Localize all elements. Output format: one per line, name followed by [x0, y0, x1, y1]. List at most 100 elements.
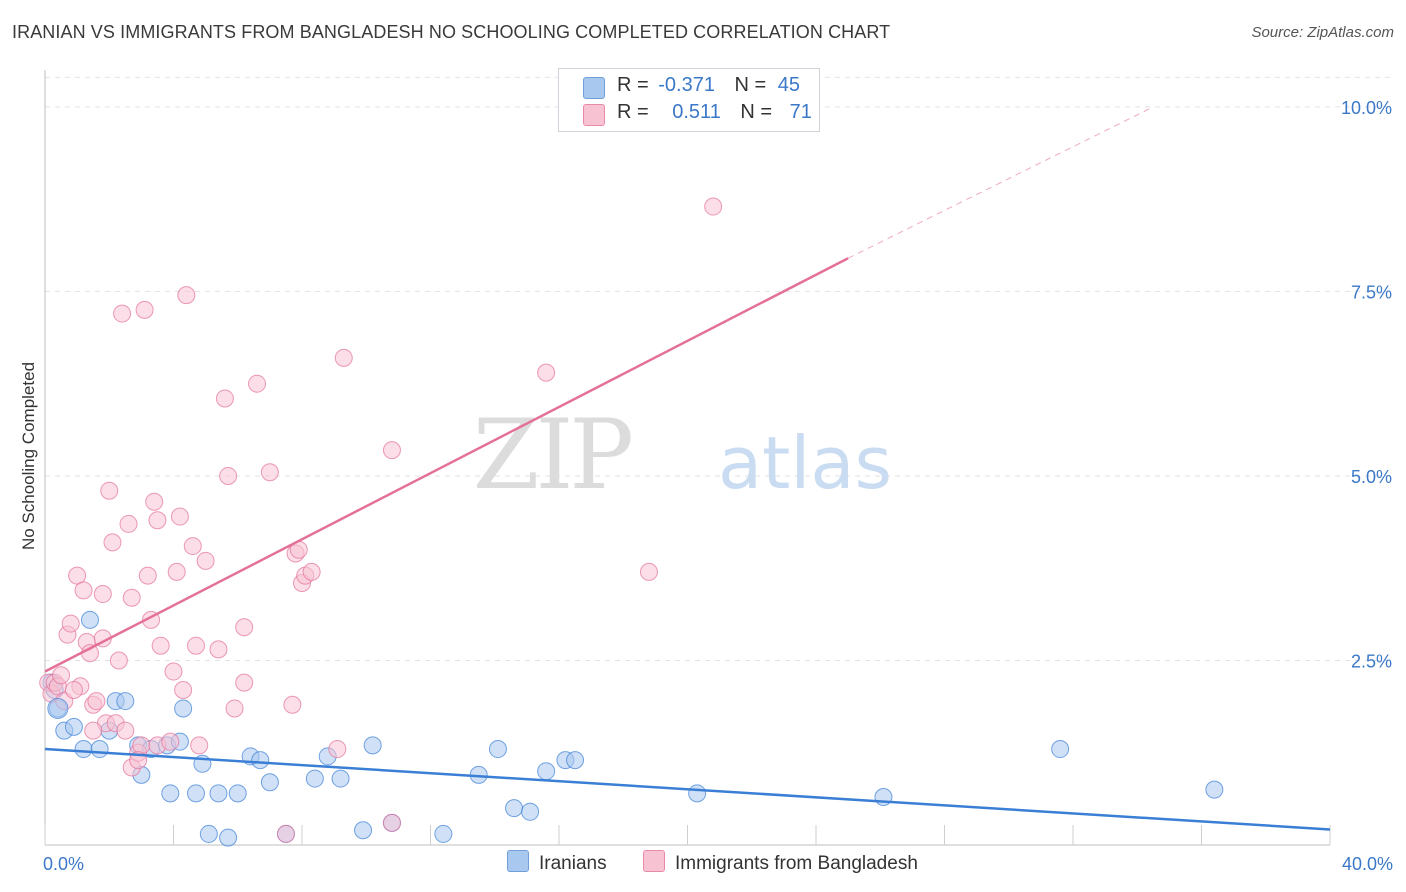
iranian-point	[505, 799, 524, 818]
watermark: ZIP atlas	[473, 399, 892, 511]
iranian-point	[488, 740, 507, 759]
bangladesh-point	[132, 736, 151, 755]
iranian-point	[80, 610, 99, 629]
x-tick-label: 40.0%	[1342, 854, 1393, 874]
bangladesh-point	[183, 537, 202, 556]
bottom-legend-bangladesh: Immigrants from Bangladesh	[643, 850, 918, 875]
bangladesh-point	[116, 721, 135, 740]
bangladesh-point	[103, 533, 122, 552]
iranian-trend-line	[44, 747, 1331, 831]
iranian-point	[363, 736, 382, 755]
bangladesh-point	[283, 695, 302, 714]
bangladesh-point	[138, 566, 157, 585]
legend-n-label: N =	[734, 74, 767, 96]
iranian-point	[90, 740, 109, 759]
bangladesh-point	[215, 389, 234, 408]
legend-r-label: R =	[617, 101, 649, 123]
iranian-point	[305, 769, 324, 788]
bottom-legend-iranians: Iranians	[507, 850, 607, 875]
legend-n-value: 45	[777, 74, 801, 96]
legend-r-value: -0.371	[658, 74, 715, 96]
bangladesh-point	[225, 699, 244, 718]
grid-lines	[45, 76, 1392, 661]
y-axis-label: No Schooling Completed	[19, 362, 38, 550]
bangladesh-point	[148, 511, 167, 530]
bangladesh-point	[177, 286, 196, 305]
iranian-point	[354, 821, 373, 840]
bangladesh-point	[235, 618, 254, 637]
bangladesh-trend-line	[44, 257, 849, 673]
bangladesh-point	[174, 681, 193, 699]
legend-swatch-bangladesh	[583, 104, 605, 126]
bangladesh-point	[537, 363, 556, 382]
iranian-point	[219, 828, 238, 847]
source-credit: Source: ZipAtlas.com	[1251, 24, 1394, 41]
watermark-atlas: atlas	[718, 421, 892, 505]
chart-title: IRANIAN VS IMMIGRANTS FROM BANGLADESH NO…	[12, 22, 891, 42]
legend-r-label: R =	[617, 74, 649, 96]
legend-n-value: 71	[789, 101, 812, 123]
bangladesh-point	[151, 636, 170, 655]
iranian-point	[1051, 740, 1070, 759]
bangladesh-point	[145, 492, 164, 511]
iranian-point	[174, 699, 193, 718]
bangladesh-point	[87, 692, 106, 711]
bangladesh-point	[704, 197, 723, 216]
bangladesh-point	[61, 614, 80, 633]
iranian-point	[186, 784, 205, 803]
bangladesh-point	[100, 481, 119, 500]
iranian-point	[47, 697, 69, 719]
legend-n-label: N =	[740, 101, 773, 123]
bangladesh-point	[276, 824, 295, 843]
iranian-point	[1205, 780, 1224, 799]
iranian-point	[537, 762, 556, 781]
iranian-point	[688, 784, 707, 803]
iranian-point	[161, 784, 180, 803]
bangladesh-point	[382, 813, 401, 832]
correlation-legend: R = -0.371 N = 45 R = 0.511 N = 71	[558, 68, 820, 132]
bangladesh-trend-extension	[847, 106, 1154, 259]
bangladesh-point	[119, 514, 138, 533]
bangladesh-point	[122, 588, 141, 607]
bangladesh-point	[382, 441, 401, 460]
bangladesh-point	[302, 562, 321, 581]
bangladesh-point	[52, 666, 71, 685]
iranian-point	[209, 784, 228, 803]
iranian-point	[64, 717, 83, 736]
iranian-point	[199, 824, 218, 843]
bangladesh-point	[74, 581, 93, 600]
bangladesh-point	[328, 740, 347, 759]
bangladesh-point	[190, 736, 209, 755]
iranian-point	[434, 824, 453, 843]
legend-r-value: 0.511	[672, 101, 721, 123]
y-tick-label: 7.5%	[1351, 282, 1392, 302]
bangladesh-point	[93, 585, 112, 604]
data-points	[39, 197, 1224, 847]
iranian-point	[331, 769, 350, 788]
y-tick-label: 2.5%	[1351, 651, 1392, 671]
bottom-legend-swatch-iranians	[507, 850, 529, 872]
bangladesh-point	[248, 374, 267, 393]
bangladesh-point	[235, 673, 254, 692]
bangladesh-point	[170, 507, 189, 526]
y-tick-label: 10.0%	[1341, 98, 1392, 118]
bangladesh-point	[135, 300, 154, 319]
bottom-legend-label-bangladesh: Immigrants from Bangladesh	[675, 853, 918, 874]
x-tick-label: 0.0%	[43, 854, 84, 874]
bangladesh-point	[260, 463, 279, 482]
tick-labels: 2.5% 5.0% 7.5% 10.0% 0.0% 40.0%	[43, 98, 1393, 874]
bangladesh-point	[161, 732, 180, 751]
iranian-point	[566, 751, 585, 770]
iranian-point	[228, 784, 247, 803]
bangladesh-point	[209, 640, 228, 659]
iranian-point	[521, 802, 540, 821]
bangladesh-point	[196, 551, 215, 570]
bottom-legend-label-iranians: Iranians	[539, 853, 607, 874]
bangladesh-point	[334, 348, 353, 367]
bangladesh-point	[113, 304, 132, 323]
iranian-point	[251, 751, 270, 770]
watermark-zip: ZIP	[473, 399, 632, 511]
bangladesh-point	[186, 636, 205, 655]
bangladesh-point	[164, 662, 183, 681]
bangladesh-point	[84, 721, 103, 740]
